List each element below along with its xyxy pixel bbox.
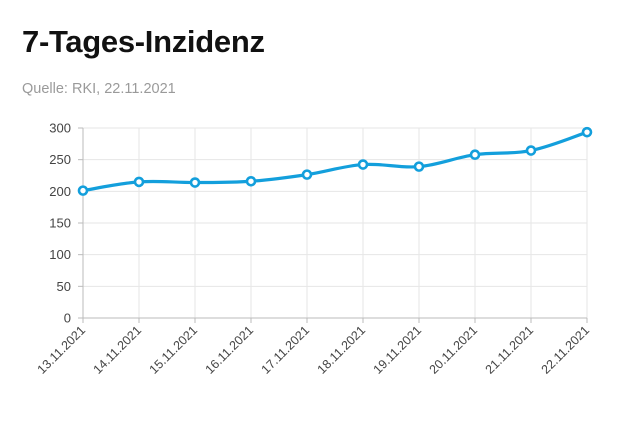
data-point[interactable] — [469, 149, 481, 161]
chart-series — [77, 126, 593, 196]
x-tick-label: 20.11.2021 — [427, 323, 481, 377]
data-point[interactable] — [357, 159, 369, 170]
y-tick-label: 0 — [64, 311, 71, 326]
data-point[interactable] — [581, 126, 593, 138]
y-tick-label: 300 — [49, 121, 71, 136]
chart-axes — [78, 127, 588, 323]
y-tick-label: 100 — [49, 247, 71, 262]
data-point[interactable] — [77, 185, 89, 196]
source-note: Quelle: RKI, 22.11.2021 — [22, 81, 176, 97]
page-title: 7-Tages-Inzidenz — [22, 24, 265, 59]
y-tick-label: 50 — [57, 279, 71, 294]
y-tick-label: 250 — [49, 152, 71, 167]
y-tick-label: 150 — [49, 216, 71, 231]
x-tick-label: 19.11.2021 — [371, 323, 425, 377]
data-point[interactable] — [301, 169, 313, 180]
data-point[interactable] — [133, 176, 145, 188]
x-tick-label: 17.11.2021 — [259, 323, 313, 377]
series-line — [81, 130, 589, 193]
data-point[interactable] — [413, 161, 425, 172]
data-point[interactable] — [245, 175, 257, 187]
chart-grid — [82, 127, 588, 319]
x-tick-label: 21.11.2021 — [483, 323, 537, 377]
x-axis-ticks: 13.11.2021 14.11.2021 15.11.2021 16.11.2021… — [35, 323, 593, 377]
x-tick-label: 13.11.2021 — [35, 323, 89, 377]
y-axis-ticks: 0 50 100 150 200 250 300 — [49, 121, 71, 326]
y-tick-label: 200 — [49, 184, 71, 199]
x-tick-label: 16.11.2021 — [203, 323, 257, 377]
x-tick-label: 15.11.2021 — [147, 323, 201, 377]
x-tick-label: 14.11.2021 — [91, 323, 145, 377]
x-tick-label: 22.11.2021 — [539, 323, 593, 377]
data-point[interactable] — [525, 145, 537, 156]
data-point[interactable] — [189, 177, 201, 188]
x-tick-label: 18.11.2021 — [315, 323, 369, 377]
